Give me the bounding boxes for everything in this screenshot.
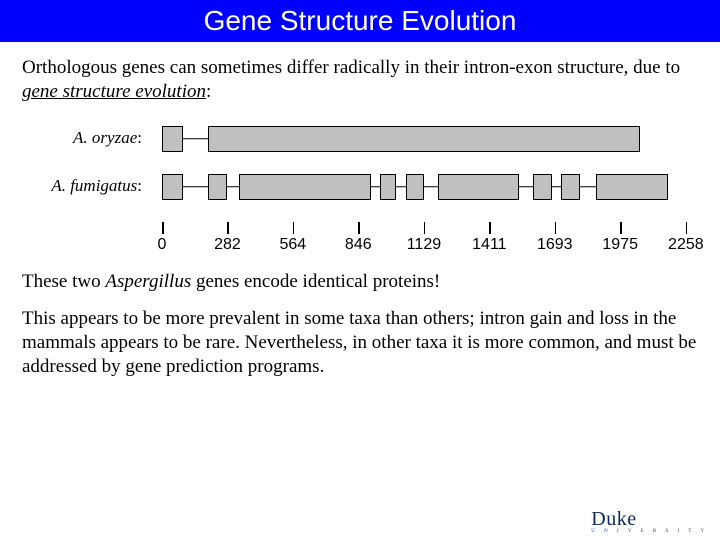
axis-tick-label: 1411 <box>472 236 506 254</box>
gene-track <box>162 126 686 152</box>
axis-tick <box>293 222 295 234</box>
exon-box <box>380 174 396 200</box>
intro-suffix: : <box>206 81 211 102</box>
axis-tick-label: 564 <box>279 236 306 254</box>
logo-subtext: U N I V E R S I T Y <box>591 529 708 534</box>
exon-box <box>406 174 425 200</box>
intro-emphasis: gene structure evolution <box>22 81 206 102</box>
content-area: Orthologous genes can sometimes differ r… <box>0 42 720 379</box>
gene-track <box>162 174 686 200</box>
exon-box <box>208 174 227 200</box>
para2-emphasis: Aspergillus <box>105 271 191 292</box>
axis-tick-label: 1693 <box>537 236 573 254</box>
axis-tick <box>162 222 164 234</box>
duke-logo: Duke U N I V E R S I T Y <box>591 508 708 534</box>
exon-box <box>438 174 519 200</box>
para2-suffix: genes encode identical proteins! <box>191 271 440 292</box>
gene-structure-diagram: A. oryzae: A. fumigatus: 0 282 564 846 1129 141… <box>22 126 698 266</box>
axis-tick-label: 1129 <box>407 236 441 254</box>
axis-tick <box>620 222 622 234</box>
exon-box <box>208 126 640 152</box>
axis-tick-label: 846 <box>345 236 372 254</box>
exon-box <box>162 126 183 152</box>
scale-axis: 028256484611291411169319752258 <box>162 222 686 262</box>
exon-box <box>596 174 668 200</box>
intro-paragraph: Orthologous genes can sometimes differ r… <box>22 56 698 104</box>
axis-tick-label: 1975 <box>602 236 638 254</box>
axis-tick-label: 0 <box>158 236 167 254</box>
logo-text: Duke <box>591 508 708 531</box>
paragraph-3: This appears to be more prevalent in som… <box>22 307 698 378</box>
axis-tick <box>555 222 557 234</box>
axis-tick <box>686 222 688 234</box>
axis-tick-label: 282 <box>214 236 241 254</box>
axis-tick <box>227 222 229 234</box>
para2-prefix: These two <box>22 271 105 292</box>
exon-box <box>162 174 183 200</box>
paragraph-2: These two Aspergillus genes encode ident… <box>22 270 698 294</box>
axis-tick-label: 2258 <box>668 236 704 254</box>
axis-tick <box>358 222 360 234</box>
species-label: A. oryzae: <box>22 128 142 148</box>
page-title: Gene Structure Evolution <box>204 5 517 37</box>
species-label: A. fumigatus: <box>22 176 142 196</box>
intro-prefix: Orthologous genes can sometimes differ r… <box>22 57 680 78</box>
exon-box <box>239 174 371 200</box>
title-bar: Gene Structure Evolution <box>0 0 720 42</box>
axis-tick <box>424 222 426 234</box>
exon-box <box>561 174 580 200</box>
axis-tick <box>489 222 491 234</box>
exon-box <box>533 174 552 200</box>
